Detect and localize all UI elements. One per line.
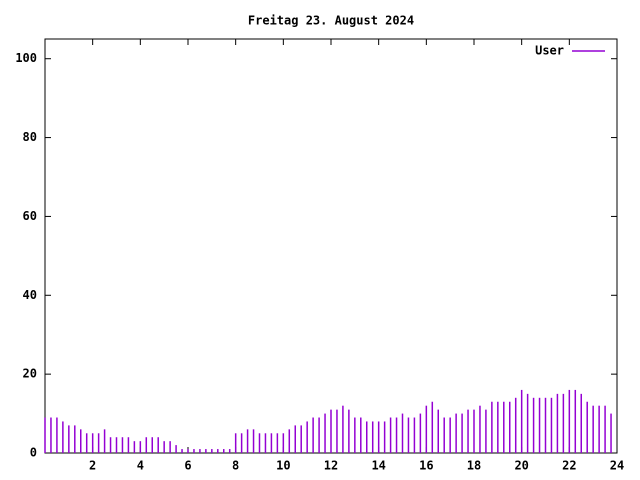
x-tick-label: 12 xyxy=(324,459,338,473)
x-tick-label: 20 xyxy=(514,459,528,473)
y-tick-label: 60 xyxy=(23,209,37,223)
x-tick-label: 24 xyxy=(610,459,624,473)
plot-border xyxy=(44,38,618,454)
x-tick-label: 2 xyxy=(89,459,96,473)
x-tick-label: 6 xyxy=(184,459,191,473)
y-tick-label: 40 xyxy=(23,288,37,302)
y-tick-label: 80 xyxy=(23,130,37,144)
x-tick-label: 22 xyxy=(562,459,576,473)
x-tick-label: 4 xyxy=(137,459,144,473)
y-tick-label: 0 xyxy=(30,446,37,460)
y-tick-label: 20 xyxy=(23,367,37,381)
x-tick-label: 8 xyxy=(232,459,239,473)
x-tick-label: 10 xyxy=(276,459,290,473)
y-tick-label: 100 xyxy=(15,51,37,65)
legend-label: User xyxy=(535,44,564,58)
chart-title: Freitag 23. August 2024 xyxy=(248,14,414,28)
x-tick-label: 18 xyxy=(467,459,481,473)
x-tick-label: 16 xyxy=(419,459,433,473)
x-tick-label: 14 xyxy=(371,459,385,473)
